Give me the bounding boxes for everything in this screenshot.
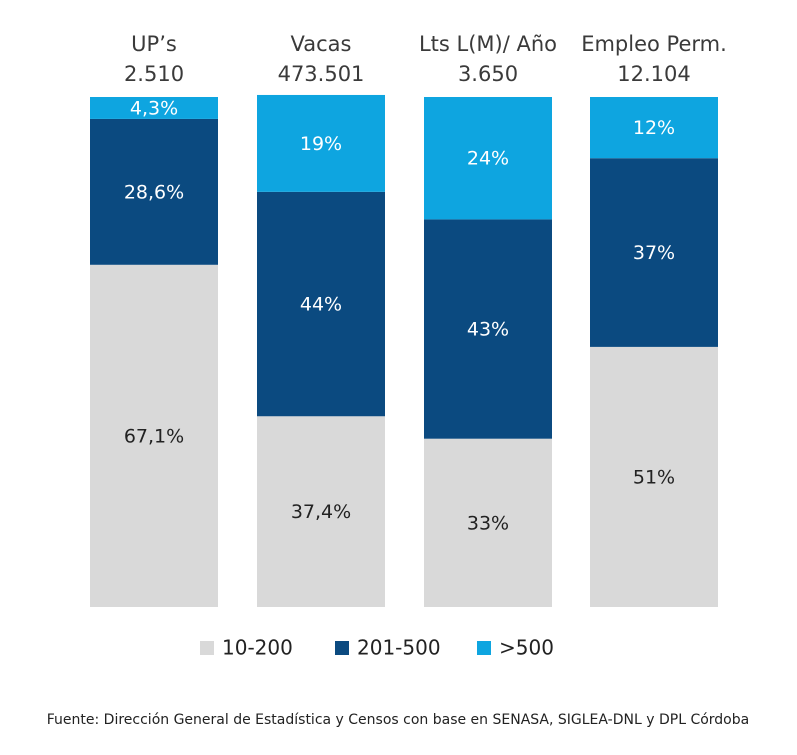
bar-segment	[90, 264, 218, 607]
bar-segment	[257, 94, 385, 192]
legend-swatch	[200, 641, 214, 655]
bar-segment	[590, 158, 718, 347]
legend-swatch	[335, 641, 349, 655]
category-label: Empleo Perm.	[581, 32, 727, 56]
bar-segment	[90, 118, 218, 265]
bar-segment	[424, 438, 552, 607]
value-label: 43%	[467, 319, 509, 341]
category-label: Lts L(M)/ Año	[419, 32, 557, 56]
category-total: 2.510	[124, 62, 184, 86]
legend-label: 10-200	[222, 636, 293, 660]
value-label: 33%	[467, 512, 509, 534]
bar-segment	[590, 97, 718, 159]
category-total: 473.501	[278, 62, 365, 86]
value-label: 4,3%	[130, 97, 178, 119]
value-label: 24%	[467, 148, 509, 170]
bar-segment	[90, 97, 218, 119]
category-total: 3.650	[458, 62, 518, 86]
value-label: 67,1%	[124, 425, 184, 447]
bar-segment	[257, 416, 385, 607]
value-label: 19%	[300, 133, 342, 155]
bar-segment	[257, 191, 385, 417]
category-total: 12.104	[617, 62, 690, 86]
bar-segment	[590, 346, 718, 607]
value-label: 44%	[300, 294, 342, 316]
legend-swatch	[477, 641, 491, 655]
bar-segment	[424, 219, 552, 439]
legend-label: 201-500	[357, 636, 441, 660]
value-label: 37%	[633, 242, 675, 264]
category-label: UP’s	[131, 32, 177, 56]
value-label: 12%	[633, 117, 675, 139]
category-label: Vacas	[291, 32, 352, 56]
bar-segment	[424, 97, 552, 220]
legend-label: >500	[499, 636, 554, 660]
value-label: 37,4%	[291, 501, 351, 523]
source-note: Fuente: Dirección General de Estadística…	[47, 712, 749, 728]
value-label: 51%	[633, 466, 675, 488]
value-label: 28,6%	[124, 181, 184, 203]
